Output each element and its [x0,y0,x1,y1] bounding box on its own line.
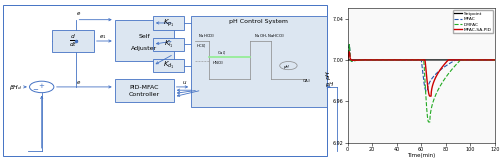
DMFAC [401,59,407,61]
DMFAC [362,59,368,61]
DMFAC [344,59,350,61]
Text: $K_{p_1}$: $K_{p_1}$ [163,17,174,29]
Setpoint [473,59,479,61]
Text: $e$: $e$ [76,80,82,86]
Text: HNO$_3$: HNO$_3$ [212,59,224,67]
MFAC-SA-PID [489,59,495,61]
MFAC-SA-PID [427,95,433,97]
Text: HCl$_{Q}$: HCl$_{Q}$ [196,42,207,50]
Line: MFAC-SA-PID: MFAC-SA-PID [348,52,495,96]
MFAC-SA-PID [362,59,368,61]
Text: $pH$: $pH$ [325,80,334,89]
DMFAC [492,59,498,61]
MFAC-SA-PID [474,59,480,61]
Text: pH: pH [283,65,289,69]
Bar [153,16,184,30]
Bar [114,20,174,61]
MFAC-SA-PID [346,51,352,53]
Bar [52,30,94,52]
Text: −: − [32,87,38,93]
DMFAC [346,44,352,46]
Text: $\beta H_d$: $\beta H_d$ [8,82,22,92]
Bar [153,59,184,72]
Setpoint [344,59,350,61]
Line: MFAC: MFAC [348,45,495,91]
MFAC [408,59,414,61]
Text: $e$: $e$ [76,10,82,17]
Legend: Setpoint, MFAC, DMFAC, MFAC-SA-PID: Setpoint, MFAC, DMFAC, MFAC-SA-PID [453,10,493,33]
MFAC [474,59,480,61]
DMFAC [370,59,376,61]
DMFAC [426,121,432,123]
MFAC [401,59,407,61]
Y-axis label: pH: pH [326,71,331,80]
Text: $e_1$: $e_1$ [99,34,106,41]
Setpoint [362,59,368,61]
MFAC-SA-PID [370,59,376,61]
Setpoint [492,59,498,61]
Text: Adjuster: Adjuster [131,46,158,51]
Text: PID-MFAC: PID-MFAC [130,85,159,90]
Text: pH Control System: pH Control System [230,19,288,24]
Bar [191,16,326,107]
Text: NaHCO$_3$: NaHCO$_3$ [198,33,216,40]
X-axis label: Time(min): Time(min) [407,153,436,158]
MFAC [344,59,350,61]
DMFAC [474,59,480,61]
Bar [114,79,174,102]
Text: +: + [39,83,44,89]
Text: Controller: Controller [128,92,160,97]
MFAC-SA-PID [401,59,407,61]
Setpoint [408,59,414,61]
MFAC [423,90,429,92]
Setpoint [489,59,495,61]
MFAC [362,59,368,61]
MFAC [492,59,498,61]
Bar [153,38,184,51]
Line: DMFAC: DMFAC [348,45,495,122]
Text: CA$_3$: CA$_3$ [302,78,311,85]
MFAC [370,59,376,61]
Setpoint [370,59,376,61]
Text: $\frac{d}{dt}$: $\frac{d}{dt}$ [69,33,77,49]
Setpoint [401,59,407,61]
MFAC [346,44,352,46]
DMFAC [408,59,414,61]
Text: Self: Self [138,34,150,39]
MFAC-SA-PID [492,59,498,61]
Text: Ca$_{Q}$: Ca$_{Q}$ [217,49,226,57]
Text: $K_{i_1}$: $K_{i_1}$ [164,39,173,50]
Text: $K_{d_1}$: $K_{d_1}$ [163,60,174,71]
DMFAC [489,59,495,61]
Text: NaOH, NaHCO$_3$: NaOH, NaHCO$_3$ [254,33,285,40]
Text: $u$: $u$ [182,80,188,86]
MFAC-SA-PID [344,59,350,61]
MFAC [489,59,495,61]
MFAC-SA-PID [408,59,414,61]
